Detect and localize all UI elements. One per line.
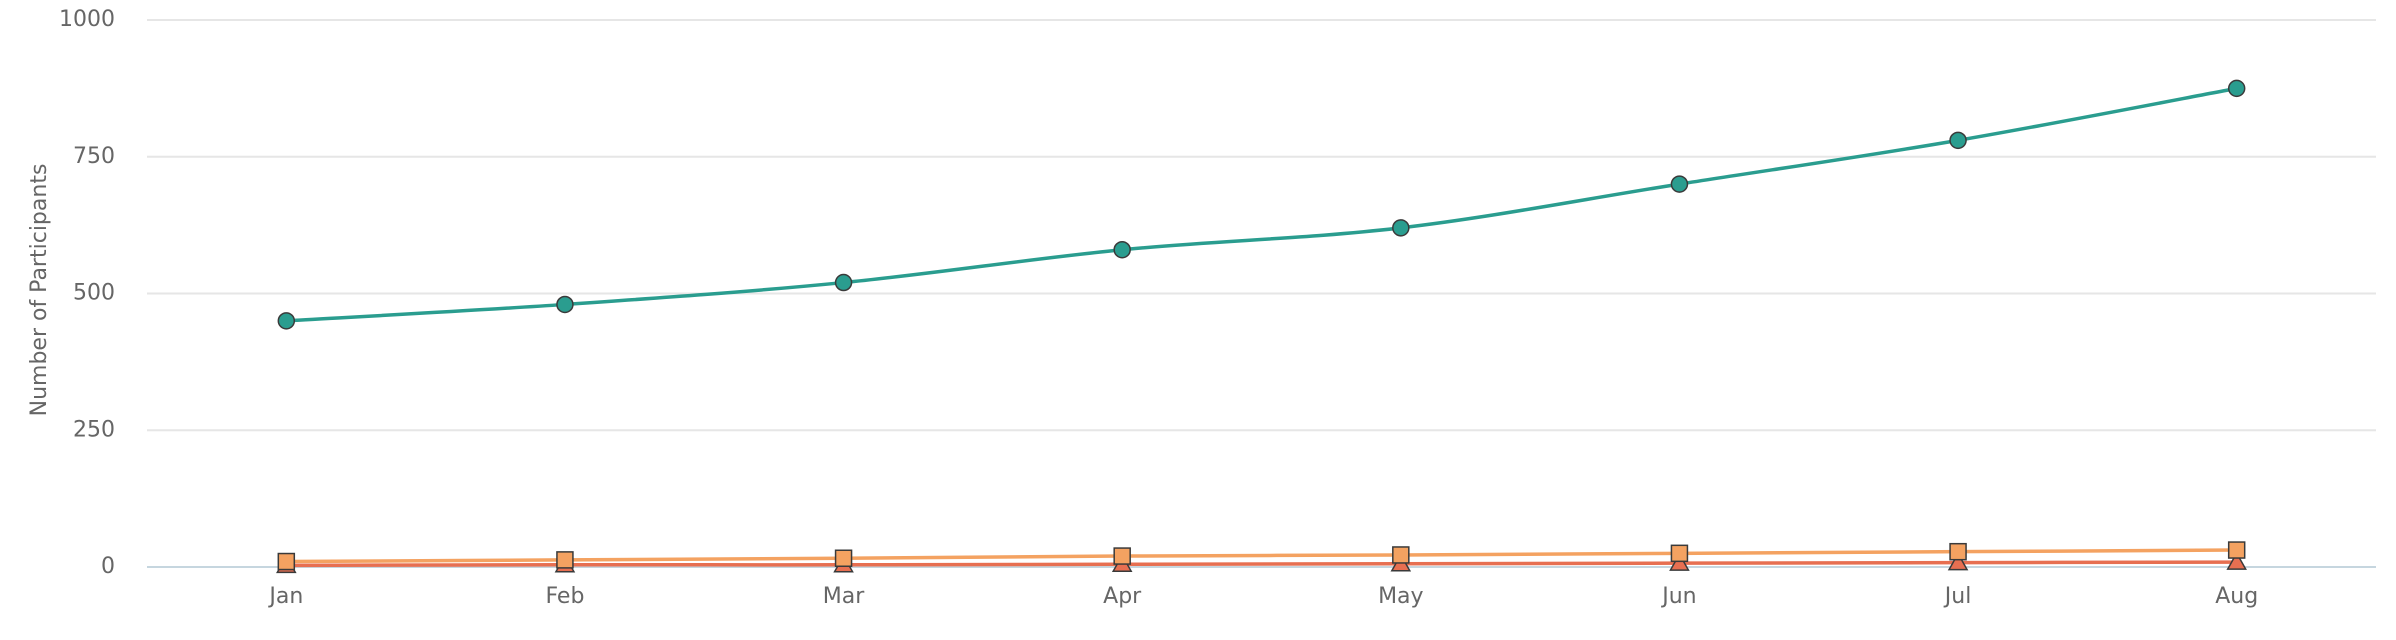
marker <box>1670 544 1689 563</box>
marker <box>1670 175 1689 193</box>
marker <box>2227 541 2246 559</box>
marker <box>834 273 853 292</box>
marker <box>1113 547 1131 565</box>
marker <box>1669 552 1690 571</box>
x-tick-label: Mar <box>823 584 865 609</box>
marker <box>2227 79 2246 98</box>
x-tick-label: Jun <box>1660 584 1696 609</box>
x-tick-label: Jul <box>1943 584 1972 609</box>
y-tick-label: 1000 <box>59 7 115 32</box>
y-tick-label: 500 <box>73 281 115 306</box>
line <box>286 86 2238 323</box>
line <box>286 560 2237 568</box>
marker <box>1113 240 1131 259</box>
marker <box>556 551 574 569</box>
y-tick-label: 750 <box>73 144 115 169</box>
marker <box>1392 546 1410 564</box>
marker <box>1949 542 1967 561</box>
x-tick-label: Apr <box>1103 584 1142 609</box>
marker <box>1949 131 1967 150</box>
marker <box>277 552 296 571</box>
marker <box>834 549 853 567</box>
x-tick-label: May <box>1378 584 1423 609</box>
x-tick-label: Jan <box>267 584 303 609</box>
marker <box>2226 551 2247 570</box>
marker <box>277 312 296 330</box>
x-tick-label: Feb <box>545 584 584 609</box>
y-tick-label: 0 <box>101 554 115 579</box>
y-axis-title: Number of Participants <box>27 164 52 417</box>
marker <box>556 295 574 314</box>
marker <box>1947 552 1969 571</box>
marker <box>1392 219 1410 237</box>
line <box>286 548 2237 564</box>
x-tick-label: Aug <box>2215 584 2258 609</box>
y-tick-label: 250 <box>73 417 115 442</box>
